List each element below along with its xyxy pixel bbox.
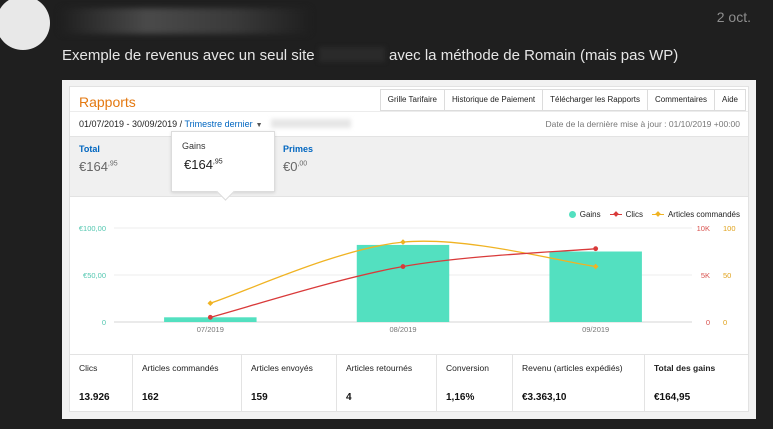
y-right-articles-tick: 0: [723, 318, 727, 327]
stat-articles-commandes-label: Articles commandés: [142, 363, 219, 373]
y-left-tick: €100,00: [79, 224, 106, 233]
avatar[interactable]: [0, 0, 50, 50]
tab-telecharger-rapports[interactable]: Télécharger les Rapports: [542, 89, 648, 111]
report-tabs: Grille Tarifaire Historique de Paiement …: [379, 89, 746, 111]
page-title: Rapports: [79, 94, 136, 110]
point-articles-commandes: [592, 263, 599, 270]
y-right-articles-tick: 50: [723, 271, 731, 280]
stat-revenu-value: €3.363,10: [522, 392, 567, 403]
x-tick-label: 07/2019: [197, 325, 224, 334]
stat-clics-value: 13.926: [79, 392, 110, 403]
legend-articles-label: Articles commandés: [667, 210, 740, 219]
stat-total-gains-label: Total des gains: [654, 363, 716, 373]
legend-articles[interactable]: Articles commandés: [651, 210, 740, 219]
metric-primes-label: Primes: [283, 144, 314, 154]
tab-historique-paiement[interactable]: Historique de Paiement: [443, 89, 544, 111]
y-left-tick: €50,00: [83, 271, 106, 280]
stat-clics: Clics 13.926: [70, 355, 133, 412]
metric-total-fraction: ,95: [107, 160, 118, 168]
chart-legend: Gains Clics Articles commandés: [560, 210, 740, 219]
metric-gains-fraction: ,95: [212, 158, 223, 166]
y-right-clics-tick: 10K: [697, 224, 710, 233]
x-tick-label: 09/2019: [582, 325, 609, 334]
earnings-chart: €100,00 €50,00 0 10K 5K 0 100 50 0 07/2019 08/2019…: [79, 224, 736, 334]
metric-total-value: €164,95: [79, 159, 118, 174]
x-tick-label: 08/2019: [389, 325, 416, 334]
metric-gains-label: Gains: [182, 141, 206, 151]
legend-clics-line-icon: [609, 211, 622, 218]
point-clics: [207, 314, 213, 320]
stat-articles-retournes-label: Articles retournés: [346, 363, 413, 373]
tab-grille-tarifaire[interactable]: Grille Tarifaire: [379, 89, 445, 111]
point-clics: [593, 246, 599, 252]
date-range-text: 01/07/2019 - 30/09/2019 /: [79, 119, 183, 129]
redacted-site-name: [318, 47, 385, 62]
legend-gains[interactable]: Gains: [568, 210, 601, 219]
reports-widget: Rapports Grille Tarifaire Historique de …: [69, 86, 749, 412]
last-update-text: Date de la dernière mise à jour : 01/10/…: [545, 119, 740, 129]
stat-articles-commandes: Articles commandés 162: [133, 355, 242, 412]
legend-gains-dot-icon: [568, 211, 576, 218]
metric-gains-value: €164,95: [184, 157, 223, 172]
stat-conversion: Conversion 1,16%: [437, 355, 513, 412]
stat-revenu: Revenu (articles expédiés) €3.363,10: [513, 355, 645, 412]
metric-primes-value: €0,00: [283, 159, 313, 174]
legend-articles-line-icon: [651, 211, 664, 218]
stat-articles-retournes-value: 4: [346, 392, 352, 403]
point-articles-commandes: [207, 300, 214, 307]
metric-total-label: Total: [79, 144, 100, 154]
date-range: 01/07/2019 - 30/09/2019 / Trimestre dern…: [79, 119, 351, 129]
stat-conversion-label: Conversion: [446, 363, 489, 373]
tab-commentaires[interactable]: Commentaires: [646, 89, 715, 111]
stat-clics-label: Clics: [79, 363, 98, 373]
message-text-start: Exemple de revenus avec un seul site: [62, 47, 315, 64]
metric-primes-whole: €0: [283, 159, 298, 174]
metric-total[interactable]: Total €164,95: [79, 144, 118, 174]
stat-articles-retournes: Articles retournés 4: [337, 355, 437, 412]
y-right-clics-tick: 0: [706, 318, 710, 327]
redacted-username: [60, 8, 310, 34]
point-clics: [400, 264, 406, 269]
stat-conversion-value: 1,16%: [446, 392, 475, 403]
stat-articles-envoyes: Articles envoyés 159: [242, 355, 337, 412]
y-left-tick: 0: [102, 318, 106, 327]
stat-articles-envoyes-label: Articles envoyés: [251, 363, 313, 373]
stat-articles-commandes-value: 162: [142, 392, 159, 403]
post-date: 2 oct.: [716, 9, 751, 25]
metric-gains-selected[interactable]: Gains €164,95: [171, 131, 275, 201]
legend-clics[interactable]: Clics: [609, 210, 643, 219]
stat-revenu-label: Revenu (articles expédiés): [522, 363, 623, 373]
stats-row: Clics 13.926 Articles commandés 162 Articl…: [70, 354, 748, 412]
y-right-clics-tick: 5K: [701, 271, 710, 280]
message-text-end: avec la méthode de Romain (mais pas WP): [389, 47, 679, 64]
metric-primes-fraction: ,00: [297, 160, 308, 168]
date-range-bar: 01/07/2019 - 30/09/2019 / Trimestre dern…: [70, 111, 748, 136]
bar-gains: [356, 244, 450, 322]
post-message: Exemple de revenus avec un seul site ave…: [62, 47, 678, 64]
legend-clics-label: Clics: [625, 210, 643, 219]
stat-total-gains-value: €164,95: [654, 392, 691, 403]
caret-down-icon[interactable]: ▼: [255, 122, 263, 129]
metric-primes[interactable]: Primes €0,00: [283, 144, 313, 174]
point-articles-commandes: [400, 239, 406, 245]
bar-gains: [549, 251, 642, 322]
period-dropdown[interactable]: Trimestre dernier: [184, 119, 253, 129]
stat-total-gains: Total des gains €164,95: [645, 355, 748, 412]
metric-total-whole: €164: [79, 159, 108, 174]
redacted-filter: [270, 119, 351, 128]
y-right-articles-tick: 100: [723, 224, 736, 233]
tab-aide[interactable]: Aide: [713, 89, 746, 111]
metric-gains-whole: €164: [184, 157, 213, 172]
stat-articles-envoyes-value: 159: [251, 392, 268, 403]
screenshot-panel: Rapports Grille Tarifaire Historique de …: [62, 80, 756, 419]
legend-gains-label: Gains: [579, 210, 601, 219]
